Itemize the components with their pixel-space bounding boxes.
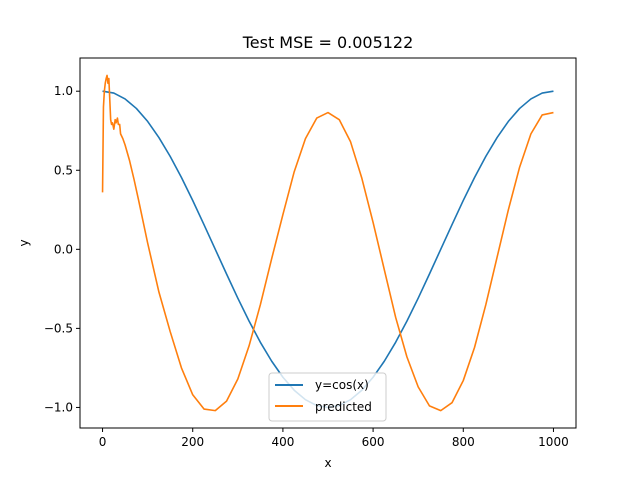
plot-frame <box>79 57 577 429</box>
y-tick-label: −1.0 <box>44 400 73 414</box>
y-tick-label: 0.0 <box>54 242 73 256</box>
x-tick-label: 800 <box>452 435 475 449</box>
legend-label-0: y=cos(x) <box>315 378 369 392</box>
legend-label-1: predicted <box>315 400 372 414</box>
legend: y=cos(x) predicted <box>268 372 387 422</box>
y-tick-label: 1.0 <box>54 84 73 98</box>
x-axis-label: x <box>324 456 331 470</box>
y-tick-label: 0.5 <box>54 163 73 177</box>
x-tick-label: 0 <box>99 435 107 449</box>
y-axis-ticks: −1.0 −0.5 0.0 0.5 1.0 <box>44 84 80 414</box>
y-axis-label: y <box>17 239 31 246</box>
x-tick-label: 600 <box>362 435 385 449</box>
series-line-0 <box>102 90 554 409</box>
plot-lines <box>101 74 554 412</box>
chart-title: Test MSE = 0.005122 <box>242 33 414 52</box>
x-tick-label: 1000 <box>538 435 569 449</box>
y-tick-label: −0.5 <box>44 321 73 335</box>
x-tick-label: 400 <box>271 435 294 449</box>
x-axis-ticks: 0 200 400 600 800 1000 <box>99 428 569 449</box>
series-line-1 <box>101 74 554 412</box>
x-tick-label: 200 <box>181 435 204 449</box>
